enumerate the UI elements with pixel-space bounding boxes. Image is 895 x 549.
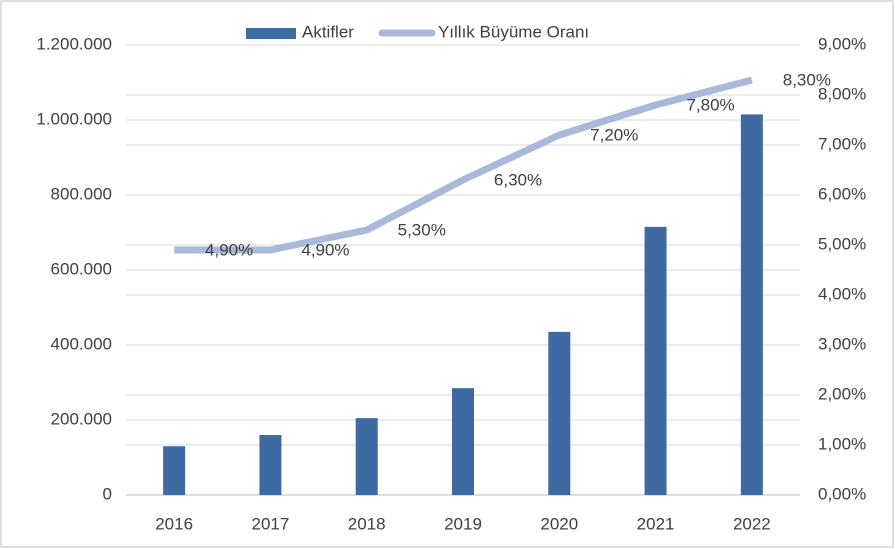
bar [452, 388, 474, 495]
data-label: 7,80% [686, 95, 734, 114]
bar [163, 446, 186, 495]
y2-tick-label: 0,00% [818, 484, 866, 503]
x-tick-label: 2019 [444, 514, 482, 533]
legend-label: Aktifler [302, 22, 354, 41]
legend-label: Yıllık Büyüme Oranı [438, 22, 589, 41]
x-tick-label: 2017 [252, 514, 290, 533]
data-label: 5,30% [398, 220, 446, 239]
y-tick-label: 200.000 [51, 409, 112, 428]
x-tick-label: 2016 [155, 514, 193, 533]
data-label: 4,90% [301, 240, 349, 259]
bar [259, 435, 282, 495]
x-tick-label: 2018 [348, 514, 386, 533]
y-tick-label: 800.000 [51, 184, 112, 203]
y-tick-label: 400.000 [51, 334, 112, 353]
y2-tick-label: 3,00% [818, 334, 866, 353]
y2-tick-label: 8,00% [818, 84, 866, 103]
y2-tick-label: 5,00% [818, 234, 866, 253]
y2-tick-label: 2,00% [818, 384, 866, 403]
y-tick-label: 0 [103, 484, 112, 503]
y-tick-label: 1.200.000 [36, 34, 112, 53]
data-label: 6,30% [494, 170, 542, 189]
x-tick-label: 2021 [637, 514, 675, 533]
bar [355, 418, 378, 495]
x-tick-label: 2022 [733, 514, 771, 533]
bar [548, 331, 571, 495]
legend-swatch [246, 28, 296, 39]
data-label: 8,30% [783, 70, 831, 89]
bar [644, 226, 667, 495]
y2-tick-label: 1,00% [818, 434, 866, 453]
y2-tick-label: 7,00% [818, 134, 866, 153]
data-label: 4,90% [205, 240, 253, 259]
bar [740, 114, 763, 495]
y2-tick-label: 6,00% [818, 184, 866, 203]
y2-tick-label: 9,00% [818, 34, 866, 53]
data-label: 7,20% [590, 125, 638, 144]
y-tick-label: 1.000.000 [36, 109, 112, 128]
x-tick-label: 2020 [540, 514, 578, 533]
line [174, 76, 753, 254]
y2-tick-label: 4,00% [818, 284, 866, 303]
y-tick-label: 600.000 [51, 259, 112, 278]
